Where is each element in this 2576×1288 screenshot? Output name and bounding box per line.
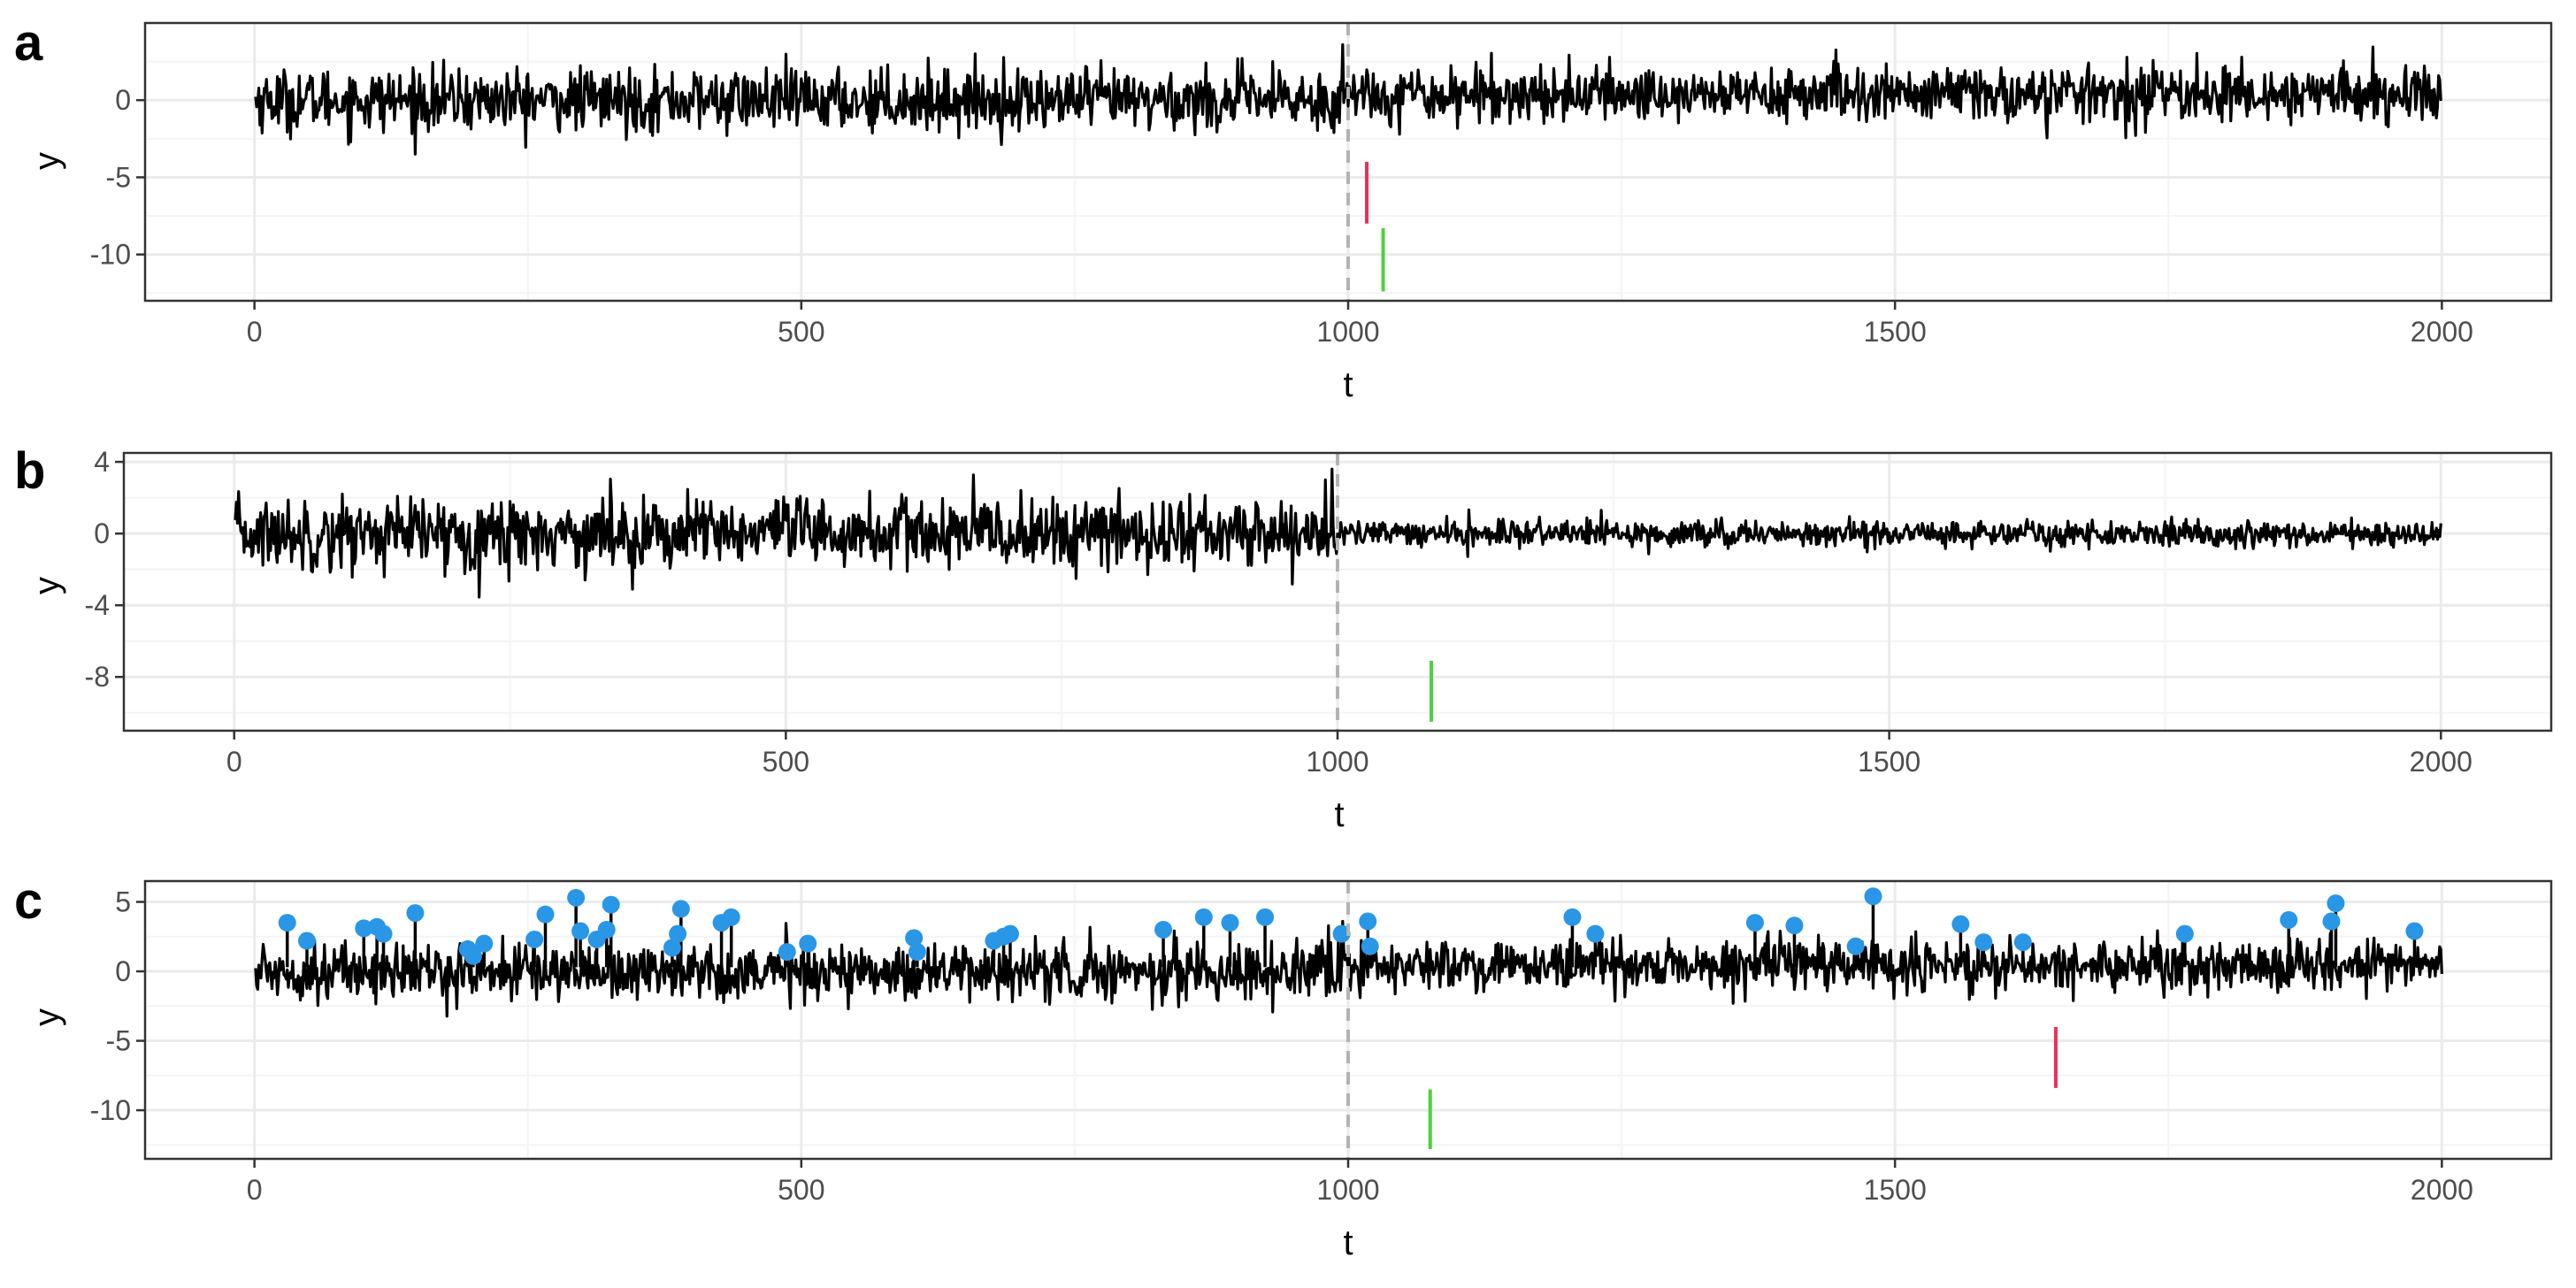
y-tick-label: -4 bbox=[85, 589, 110, 621]
y-tick-label: 4 bbox=[94, 446, 110, 478]
outlier-point bbox=[1974, 933, 1993, 952]
x-tick-label: 2000 bbox=[2410, 746, 2472, 778]
outlier-point bbox=[602, 895, 620, 914]
series-line bbox=[254, 919, 2443, 1018]
y-tick-label: -5 bbox=[106, 161, 131, 193]
outlier-point bbox=[1154, 920, 1173, 939]
y-tick-label: -5 bbox=[106, 1025, 131, 1057]
outlier-point bbox=[1359, 912, 1377, 931]
outlier-point bbox=[1221, 914, 1239, 932]
panel-c: c y t 0 500 1000 1500 2000 5 0 -5 -10 bbox=[14, 872, 2553, 1262]
x-tick-label: 0 bbox=[226, 746, 242, 778]
x-tick-label: 500 bbox=[778, 316, 824, 348]
outlier-point bbox=[2013, 933, 2032, 952]
outlier-point bbox=[567, 888, 586, 907]
outlier-point bbox=[597, 920, 616, 939]
panel-tag: a bbox=[14, 14, 43, 72]
panel-a: a y t 0 500 1000 1500 2000 0 -5 -10 bbox=[14, 14, 2553, 404]
y-tick-label: -10 bbox=[90, 239, 131, 271]
y-axis-title: y bbox=[27, 1008, 66, 1026]
outlier-point bbox=[1864, 887, 1882, 906]
x-tick-label: 2000 bbox=[2411, 1174, 2473, 1206]
outlier-point bbox=[406, 904, 425, 923]
outlier-point bbox=[1951, 915, 1970, 933]
panel-tag: c bbox=[14, 872, 42, 930]
outlier-point bbox=[1563, 908, 1582, 926]
outlier-point bbox=[2322, 912, 2341, 931]
x-tick-label: 1000 bbox=[1316, 316, 1379, 348]
outlier-point bbox=[2405, 922, 2424, 940]
outlier-point bbox=[905, 929, 924, 947]
plot-area: 0 500 1000 1500 2000 0 -5 -10 bbox=[90, 21, 2553, 348]
y-tick-label: -10 bbox=[90, 1094, 131, 1126]
outlier-point bbox=[778, 943, 796, 962]
series-line bbox=[234, 467, 2442, 599]
outlier-point bbox=[908, 943, 926, 962]
x-tick-label: 2000 bbox=[2411, 316, 2473, 348]
outlier-point bbox=[722, 908, 740, 926]
x-tick-label: 0 bbox=[247, 1174, 263, 1206]
outlier-point bbox=[525, 930, 544, 948]
outlier-point bbox=[1000, 924, 1019, 943]
outlier-point bbox=[355, 919, 373, 938]
plot-area: 0 500 1000 1500 2000 5 0 -5 -10 bbox=[90, 879, 2553, 1206]
outlier-point bbox=[1332, 924, 1351, 943]
y-tick-label: 0 bbox=[94, 518, 110, 549]
x-tick-label: 1500 bbox=[1864, 1174, 1927, 1206]
x-tick-label: 1000 bbox=[1316, 1174, 1379, 1206]
outlier-point bbox=[1586, 924, 1605, 943]
plot-area: 0 500 1000 1500 2000 4 0 -4 -8 bbox=[85, 446, 2553, 778]
x-tick-label: 1500 bbox=[1858, 746, 1920, 778]
outlier-point bbox=[669, 924, 687, 943]
outlier-point bbox=[2280, 910, 2298, 929]
outlier-point bbox=[799, 934, 817, 953]
outlier-point bbox=[278, 914, 296, 932]
y-tick-label: 0 bbox=[115, 84, 131, 116]
outlier-point bbox=[1256, 908, 1275, 926]
x-axis-title: t bbox=[1343, 1223, 1353, 1262]
x-tick-label: 0 bbox=[247, 316, 263, 348]
outlier-point bbox=[571, 922, 590, 940]
x-tick-label: 500 bbox=[763, 746, 809, 778]
panel-b: b y t 0 500 1000 1500 2000 4 0 -4 -8 bbox=[14, 442, 2553, 834]
outlier-point bbox=[671, 900, 690, 918]
outlier-point bbox=[475, 934, 494, 953]
x-axis-title: t bbox=[1343, 365, 1353, 404]
outlier-point bbox=[2327, 894, 2345, 913]
outlier-point bbox=[663, 939, 681, 957]
outlier-point bbox=[1361, 937, 1379, 955]
y-tick-label: -8 bbox=[85, 661, 110, 693]
x-tick-label: 1000 bbox=[1306, 746, 1368, 778]
outlier-point bbox=[374, 924, 393, 943]
x-tick-label: 500 bbox=[778, 1174, 824, 1206]
y-tick-label: 5 bbox=[115, 886, 131, 918]
outlier-point bbox=[1785, 916, 1804, 935]
y-tick-label: 0 bbox=[115, 955, 131, 987]
outlier-point bbox=[1745, 914, 1764, 932]
y-axis-title: y bbox=[27, 152, 66, 170]
y-axis-title: y bbox=[27, 577, 66, 594]
panel-tag: b bbox=[14, 442, 45, 500]
outlier-point bbox=[1846, 937, 1865, 955]
outlier-point bbox=[536, 905, 555, 924]
outlier-point bbox=[2175, 924, 2194, 943]
outlier-point bbox=[1194, 908, 1213, 926]
outlier-point bbox=[297, 932, 316, 950]
x-tick-label: 1500 bbox=[1864, 316, 1927, 348]
outlier-point bbox=[464, 947, 482, 965]
x-axis-title: t bbox=[1334, 795, 1344, 834]
